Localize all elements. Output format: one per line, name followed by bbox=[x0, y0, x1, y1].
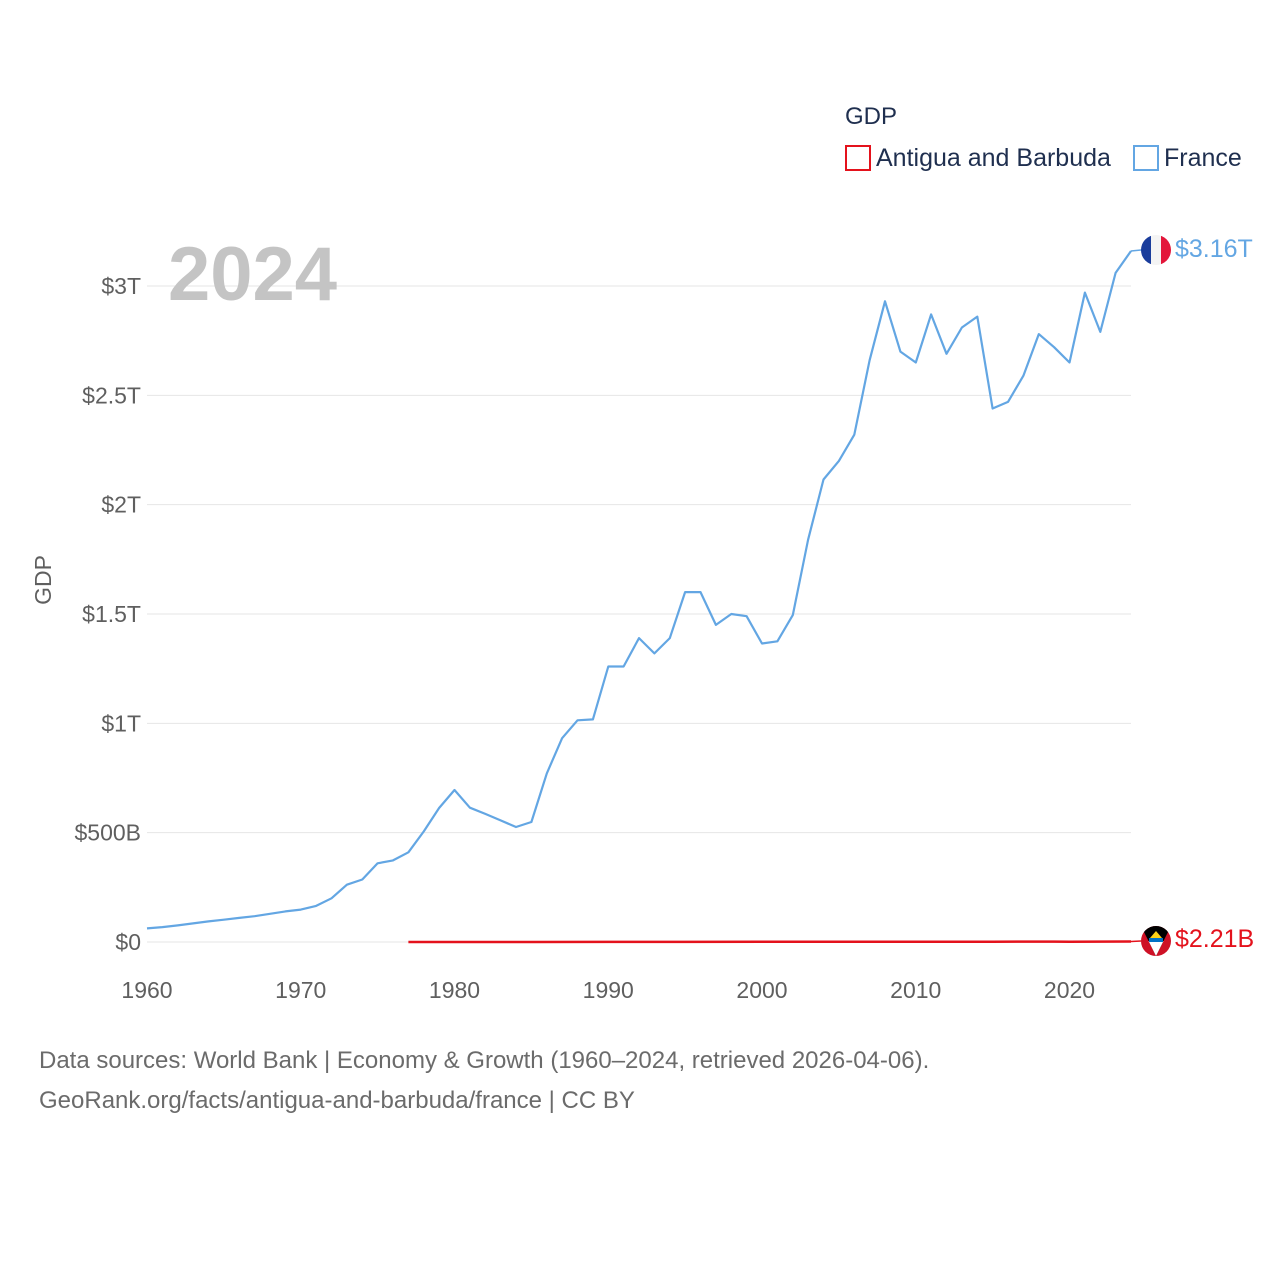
x-tick-label: 2020 bbox=[1044, 977, 1095, 1003]
x-tick-label: 2010 bbox=[890, 977, 941, 1003]
x-tick-label: 1960 bbox=[121, 977, 172, 1003]
x-axis-ticks: 1960 1970 1980 1990 2000 2010 2020 bbox=[121, 977, 1095, 1003]
legend-swatch-antigua-and-barbuda bbox=[845, 145, 871, 171]
legend-item-antigua-and-barbuda[interactable]: Antigua and Barbuda bbox=[845, 144, 1111, 172]
series-lines bbox=[146, 249, 1142, 944]
france-end-marker: $3.16T bbox=[1141, 235, 1253, 265]
y-tick-label: $0 bbox=[115, 929, 141, 955]
france-flag-icon bbox=[1141, 235, 1171, 265]
y-axis-ticks: $0 $500B $1T $1.5T $2T $2.5T $3T bbox=[74, 273, 141, 955]
legend-title: GDP bbox=[845, 103, 897, 130]
antigua-end-label: $2.21B bbox=[1175, 925, 1254, 953]
y-tick-label: $2.5T bbox=[82, 382, 141, 408]
end-connector bbox=[1130, 249, 1142, 252]
gridlines bbox=[147, 285, 1131, 943]
legend-label-france: France bbox=[1164, 144, 1242, 172]
source-line-1: Data sources: World Bank | Economy & Gro… bbox=[39, 1047, 929, 1074]
legend-label-antigua-and-barbuda: Antigua and Barbuda bbox=[876, 144, 1111, 172]
y-tick-label: $2T bbox=[101, 492, 141, 518]
x-tick-label: 1980 bbox=[429, 977, 480, 1003]
antigua-and-barbuda-flag-icon bbox=[1141, 926, 1171, 956]
y-tick-label: $1.5T bbox=[82, 601, 141, 627]
legend-swatch-france bbox=[1133, 145, 1159, 171]
x-tick-label: 2000 bbox=[736, 977, 787, 1003]
y-tick-label: $500B bbox=[74, 820, 141, 846]
year-label: 2024 bbox=[168, 232, 337, 317]
france-end-label: $3.16T bbox=[1175, 235, 1253, 263]
antigua-end-marker: $2.21B bbox=[1141, 925, 1254, 956]
x-tick-label: 1990 bbox=[583, 977, 634, 1003]
y-tick-label: $1T bbox=[101, 710, 141, 736]
legend-item-france[interactable]: France bbox=[1133, 144, 1242, 172]
y-axis-label: GDP bbox=[30, 555, 56, 605]
source-line-2: GeoRank.org/facts/antigua-and-barbuda/fr… bbox=[39, 1087, 635, 1114]
x-tick-label: 1970 bbox=[275, 977, 326, 1003]
end-connector bbox=[1130, 940, 1142, 943]
series-line-antigua-and-barbuda bbox=[408, 940, 1132, 944]
y-tick-label: $3T bbox=[101, 273, 141, 299]
legend: GDP Antigua and Barbuda France bbox=[845, 103, 1242, 172]
series-line-france bbox=[146, 250, 1132, 930]
